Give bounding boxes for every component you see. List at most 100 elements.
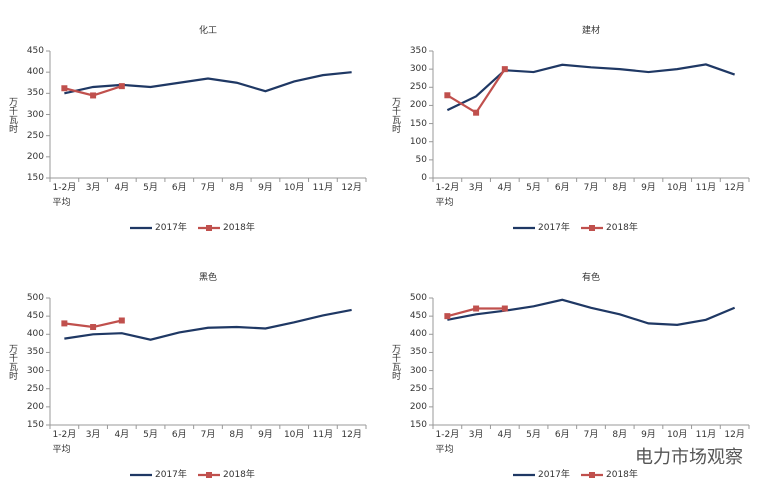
x-tick-label: 5月 — [526, 430, 541, 440]
y-tick-label: 0 — [421, 173, 427, 183]
y-tick-label: 350 — [26, 347, 44, 358]
x-tick-label: 11月 — [312, 183, 334, 193]
y-tick-label: 150 — [409, 118, 427, 129]
x-tick-label: 1-2月 平均 — [52, 430, 77, 455]
series-line — [64, 71, 352, 95]
y-tick-label: 250 — [26, 130, 44, 141]
x-tick-label: 7月 — [200, 430, 216, 440]
y-tick-label: 250 — [26, 383, 44, 394]
x-tick-label: 10月 — [666, 183, 688, 193]
chart-title: 化工 — [198, 26, 218, 36]
y-tick-label: 500 — [409, 293, 427, 303]
y-tick-label: 400 — [409, 329, 427, 340]
point — [61, 320, 68, 327]
point — [444, 313, 451, 320]
x-tick-label: 1-2月 平均 — [52, 183, 77, 208]
x-tick-label: 12月 — [724, 183, 745, 193]
point — [90, 324, 97, 331]
y-tick-label: 250 — [409, 383, 427, 394]
x-tick-label: 6月 — [554, 430, 570, 440]
legend-label: 2018年 — [606, 470, 638, 480]
x-tick-label: 6月 — [171, 430, 187, 440]
x-tick-label: 11月 — [312, 430, 334, 440]
legend-marker — [589, 472, 595, 478]
point — [118, 317, 125, 324]
legend-marker — [206, 472, 212, 478]
x-tick-label: 8月 — [612, 430, 628, 440]
x-tick-label: 12月 — [341, 183, 362, 193]
y-axis-label: 万千瓦时 — [7, 343, 17, 380]
point — [501, 305, 508, 312]
x-tick-label: 11月 — [695, 430, 717, 440]
x-tick-label: 10月 — [666, 430, 688, 440]
y-tick-label: 500 — [26, 293, 44, 303]
x-tick-label: 12月 — [341, 430, 362, 440]
legend-label: 2017年 — [155, 470, 187, 480]
x-tick-label: 3月 — [85, 183, 101, 193]
x-tick-label: 8月 — [229, 183, 245, 193]
y-tick-label: 300 — [409, 365, 427, 376]
point — [61, 85, 68, 92]
point — [501, 66, 508, 73]
chart-title: 有色 — [581, 273, 601, 283]
y-tick-label: 400 — [26, 67, 44, 78]
x-tick-label: 3月 — [468, 430, 484, 440]
point — [473, 109, 480, 116]
x-tick-label: 10月 — [283, 183, 305, 193]
watermark: 电力市场观察 — [635, 447, 743, 468]
y-axis-label: 万千瓦时 — [390, 96, 400, 133]
x-tick-label: 9月 — [258, 183, 273, 193]
x-tick-label: 5月 — [143, 430, 158, 440]
y-tick-label: 200 — [26, 401, 44, 412]
x-tick-label: 7月 — [583, 430, 599, 440]
legend-marker — [206, 225, 212, 231]
y-tick-label: 200 — [26, 151, 44, 162]
x-tick-label: 6月 — [554, 183, 570, 193]
x-tick-label: 5月 — [143, 183, 158, 193]
x-tick-label: 1-2月 平均 — [435, 183, 460, 208]
x-tick-label: 5月 — [526, 183, 541, 193]
y-axis-label: 万千瓦时 — [390, 343, 400, 380]
y-tick-label: 300 — [409, 64, 427, 75]
legend-label: 2018年 — [606, 223, 638, 233]
y-tick-label: 300 — [26, 109, 44, 120]
legend-marker — [589, 225, 595, 231]
x-tick-label: 8月 — [612, 183, 628, 193]
y-tick-label: 350 — [26, 88, 44, 99]
chart-title: 建材 — [581, 26, 601, 36]
y-tick-label: 450 — [409, 311, 427, 322]
x-tick-label: 4月 — [114, 430, 130, 440]
point — [444, 92, 451, 99]
y-tick-label: 150 — [26, 420, 44, 430]
y-axis-label: 万千瓦时 — [7, 96, 17, 133]
y-tick-label: 300 — [26, 365, 44, 376]
series-line — [64, 308, 352, 341]
x-tick-label: 9月 — [641, 183, 656, 193]
x-tick-label: 4月 — [497, 430, 513, 440]
x-tick-label: 7月 — [200, 183, 216, 193]
x-tick-label: 4月 — [114, 183, 130, 193]
x-tick-label: 1-2月 平均 — [435, 430, 460, 455]
y-tick-label: 450 — [26, 46, 44, 56]
x-tick-label: 3月 — [85, 430, 101, 440]
x-tick-label: 12月 — [724, 430, 745, 440]
x-tick-label: 9月 — [258, 430, 273, 440]
y-tick-label: 200 — [409, 401, 427, 412]
legend-label: 2017年 — [155, 223, 187, 233]
point — [90, 92, 97, 99]
y-tick-label: 50 — [415, 154, 427, 165]
y-tick-label: 350 — [409, 347, 427, 358]
y-tick-label: 450 — [26, 311, 44, 322]
point — [118, 83, 125, 90]
x-tick-label: 9月 — [641, 430, 656, 440]
y-tick-label: 100 — [409, 136, 427, 147]
x-tick-label: 11月 — [695, 183, 717, 193]
legend-label: 2018年 — [223, 470, 255, 480]
x-tick-label: 4月 — [497, 183, 513, 193]
x-tick-label: 10月 — [283, 430, 305, 440]
y-tick-label: 250 — [409, 82, 427, 93]
y-tick-label: 350 — [409, 46, 427, 56]
y-tick-label: 150 — [26, 173, 44, 183]
